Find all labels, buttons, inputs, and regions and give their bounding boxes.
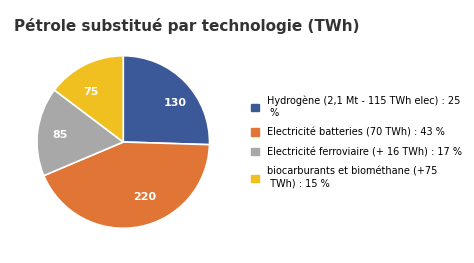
Text: 220: 220 bbox=[134, 192, 157, 202]
Wedge shape bbox=[123, 56, 210, 145]
Text: 130: 130 bbox=[164, 98, 186, 108]
Wedge shape bbox=[55, 56, 123, 142]
Text: Pétrole substitué par technologie (TWh): Pétrole substitué par technologie (TWh) bbox=[14, 18, 360, 34]
Legend: Hydrogène (2,1 Mt - 115 TWh elec) : 25
 %, Electricité batteries (70 TWh) : 43 %: Hydrogène (2,1 Mt - 115 TWh elec) : 25 %… bbox=[251, 95, 462, 189]
Wedge shape bbox=[44, 142, 210, 228]
Text: 85: 85 bbox=[52, 130, 68, 140]
Text: 75: 75 bbox=[83, 87, 98, 97]
Wedge shape bbox=[37, 90, 123, 176]
